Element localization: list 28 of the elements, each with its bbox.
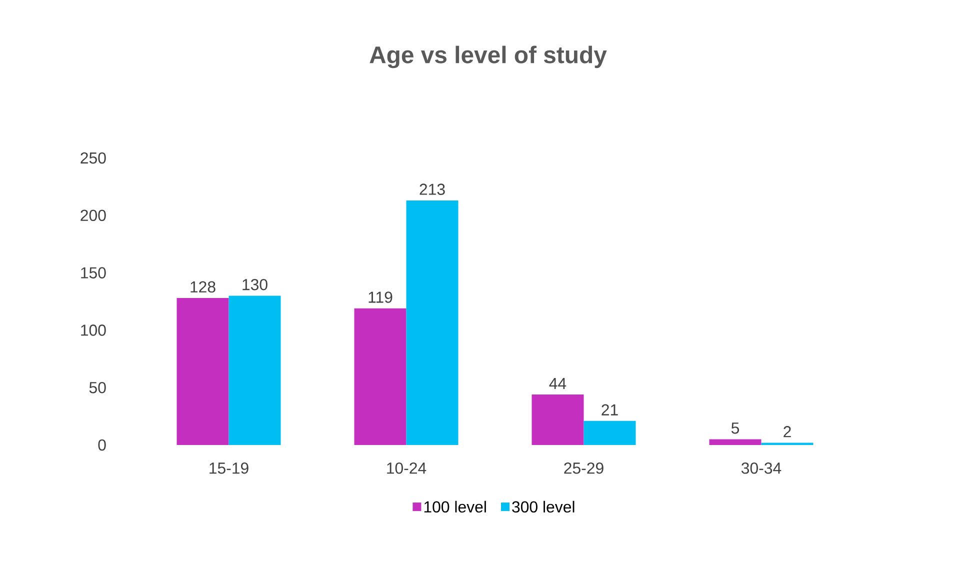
data-label: 21 — [602, 404, 618, 416]
bar — [709, 439, 762, 445]
bar — [406, 200, 458, 445]
data-label: 213 — [420, 184, 445, 195]
legend-label: 100 level — [424, 500, 486, 513]
x-tick-label: 10-24 — [387, 462, 426, 474]
y-tick-label: 0 — [98, 439, 106, 451]
bar — [532, 394, 584, 445]
x-tick-label: 30-34 — [741, 462, 782, 474]
bar — [354, 308, 406, 445]
bar — [176, 298, 229, 445]
bar — [228, 296, 281, 445]
data-label: 128 — [190, 281, 216, 293]
y-tick-label: 100 — [81, 324, 106, 336]
y-tick-label: 50 — [89, 382, 106, 394]
data-label: 130 — [242, 278, 268, 290]
bar — [584, 420, 636, 445]
x-tick-label: 15-19 — [210, 462, 248, 474]
x-tick-label: 25-29 — [564, 462, 604, 474]
data-label: 119 — [368, 292, 392, 303]
data-label: 5 — [731, 422, 740, 434]
y-tick-label: 150 — [81, 267, 106, 278]
data-label: 44 — [549, 378, 566, 389]
y-tick-label: 250 — [80, 152, 106, 164]
chart-title: Age vs level of study — [370, 46, 607, 68]
y-tick-label: 200 — [80, 210, 106, 222]
legend-label: 300 level — [512, 500, 574, 513]
data-label: 2 — [784, 426, 791, 438]
